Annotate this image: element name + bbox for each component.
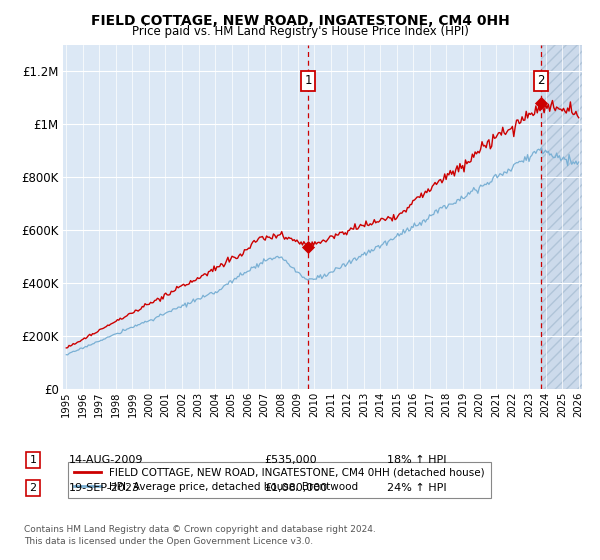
Text: 1: 1	[304, 74, 312, 87]
Bar	[541, 45, 587, 389]
Text: FIELD COTTAGE, NEW ROAD, INGATESTONE, CM4 0HH: FIELD COTTAGE, NEW ROAD, INGATESTONE, CM…	[91, 14, 509, 28]
Text: Price paid vs. HM Land Registry's House Price Index (HPI): Price paid vs. HM Land Registry's House …	[131, 25, 469, 38]
Text: 18% ↑ HPI: 18% ↑ HPI	[387, 455, 446, 465]
Text: £1,080,000: £1,080,000	[264, 483, 327, 493]
Text: 14-AUG-2009: 14-AUG-2009	[69, 455, 143, 465]
Text: 2: 2	[537, 74, 545, 87]
Point	[303, 243, 313, 252]
Text: 1: 1	[29, 455, 37, 465]
Text: 2: 2	[29, 483, 37, 493]
Text: £535,000: £535,000	[264, 455, 317, 465]
Text: 19-SEP-2023: 19-SEP-2023	[69, 483, 140, 493]
Bar	[541, 45, 587, 389]
Point	[536, 99, 546, 108]
Legend: FIELD COTTAGE, NEW ROAD, INGATESTONE, CM4 0HH (detached house), HPI: Average pri: FIELD COTTAGE, NEW ROAD, INGATESTONE, CM…	[68, 461, 491, 498]
Text: Contains HM Land Registry data © Crown copyright and database right 2024.
This d: Contains HM Land Registry data © Crown c…	[24, 525, 376, 546]
Text: 24% ↑ HPI: 24% ↑ HPI	[387, 483, 446, 493]
